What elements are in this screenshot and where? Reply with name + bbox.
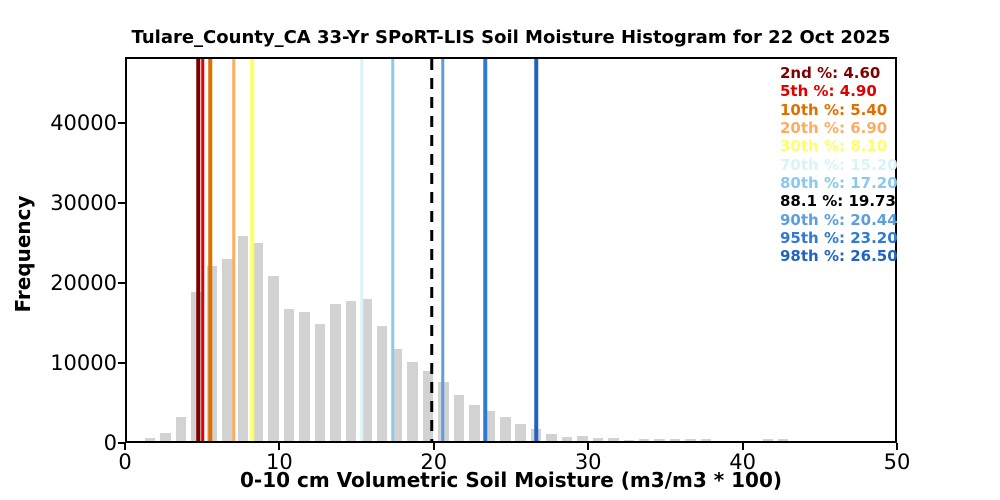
x-tick-mark xyxy=(432,443,435,450)
y-tick-label: 10000 xyxy=(50,351,117,375)
percentile-line-5 xyxy=(200,59,205,441)
histogram-bar xyxy=(222,259,233,441)
histogram-bar xyxy=(592,438,604,441)
legend-row: 80th %: 17.20 xyxy=(780,174,898,193)
histogram-bar xyxy=(623,439,635,441)
percentile-line-30 xyxy=(250,59,254,441)
histogram-bar xyxy=(345,301,357,441)
histogram-bar xyxy=(700,439,712,441)
x-tick-mark xyxy=(896,443,898,450)
histogram-bar xyxy=(330,304,341,441)
histogram-bar xyxy=(361,298,372,441)
legend-row: 30th %: 8.10 xyxy=(780,137,888,156)
legend-row: 20th %: 6.90 xyxy=(780,119,888,138)
y-tick-label: 30000 xyxy=(50,191,117,215)
percentile-line-70 xyxy=(359,59,364,441)
percentile-line-20 xyxy=(231,59,236,441)
histogram-bar xyxy=(762,439,773,441)
plot-area xyxy=(125,57,897,443)
histogram-bar xyxy=(546,434,557,441)
histogram-bar xyxy=(484,410,496,441)
histogram-bar xyxy=(252,243,264,441)
histogram-bar xyxy=(469,404,480,441)
y-tick-mark xyxy=(118,282,125,284)
histogram-bar xyxy=(144,437,156,441)
percentile-legend: 2nd %: 4.60 5th %: 4.90 10th %: 5.40 20th %… xyxy=(780,64,898,266)
y-tick-mark xyxy=(118,362,125,364)
y-axis-label: Frequency xyxy=(11,195,35,313)
percentile-line-80 xyxy=(390,59,395,441)
histogram-bar xyxy=(669,439,681,441)
histogram-bar xyxy=(685,439,696,441)
histogram-bar xyxy=(283,309,295,441)
histogram-bar xyxy=(654,439,665,441)
percentile-line-88.1 xyxy=(429,59,434,441)
y-tick-label: 0 xyxy=(103,431,117,455)
histogram-bar xyxy=(376,325,387,441)
x-tick-label: 40 xyxy=(729,450,756,474)
x-tick-label: 20 xyxy=(420,450,448,474)
y-tick-label: 20000 xyxy=(50,271,117,295)
chart-title: Tulare_County_CA 33-Yr SPoRT-LIS Soil Mo… xyxy=(131,27,891,48)
histogram-bar xyxy=(638,439,650,441)
y-tick-label: 40000 xyxy=(50,111,117,135)
legend-row: 98th %: 26.50 xyxy=(780,247,898,266)
legend-row: 88.1 %: 19.73 xyxy=(780,192,896,211)
histogram-bar xyxy=(561,436,573,441)
histogram-bar xyxy=(268,276,279,441)
percentile-line-2 xyxy=(196,59,200,441)
histogram-bar xyxy=(314,324,326,441)
histogram-bar xyxy=(777,439,789,441)
x-tick-mark xyxy=(741,443,744,450)
x-tick-label: 50 xyxy=(883,450,911,474)
histogram-bar xyxy=(500,417,511,441)
x-tick-label: 0 xyxy=(118,450,132,474)
histogram-bar xyxy=(160,433,171,441)
histogram-bar xyxy=(422,370,434,441)
x-tick-label: 10 xyxy=(266,450,293,474)
x-tick-mark xyxy=(124,443,126,450)
histogram-bar xyxy=(608,438,619,441)
histogram-bar xyxy=(175,417,187,441)
histogram-bar xyxy=(515,423,526,441)
x-tick-label: 30 xyxy=(574,450,602,474)
x-axis-label: 0-10 cm Volumetric Soil Moisture (m3/m3 … xyxy=(239,468,783,492)
legend-row: 5th %: 4.90 xyxy=(780,82,877,101)
histogram-bar xyxy=(577,435,588,441)
histogram-bar xyxy=(237,236,249,441)
legend-row: 70th %: 15.20 xyxy=(780,155,898,174)
percentile-line-95 xyxy=(483,59,487,441)
x-tick-mark xyxy=(587,443,590,450)
legend-row: 2nd %: 4.60 xyxy=(780,64,881,82)
histogram-bar xyxy=(407,361,418,441)
percentile-lines-layer xyxy=(127,59,895,441)
histogram-bar xyxy=(453,395,465,441)
legend-row: 90th %: 20.44 xyxy=(780,210,898,229)
histogram-bar xyxy=(391,349,403,441)
y-tick-mark xyxy=(118,122,125,124)
y-tick-mark xyxy=(118,442,125,444)
percentile-line-10 xyxy=(208,59,213,441)
y-tick-mark xyxy=(118,202,125,204)
histogram-bar xyxy=(299,312,310,441)
legend-row: 10th %: 5.40 xyxy=(780,100,888,119)
percentile-line-98 xyxy=(534,59,538,441)
legend-row: 95th %: 23.20 xyxy=(780,229,898,248)
percentile-line-90 xyxy=(440,59,445,441)
x-tick-mark xyxy=(278,443,281,450)
